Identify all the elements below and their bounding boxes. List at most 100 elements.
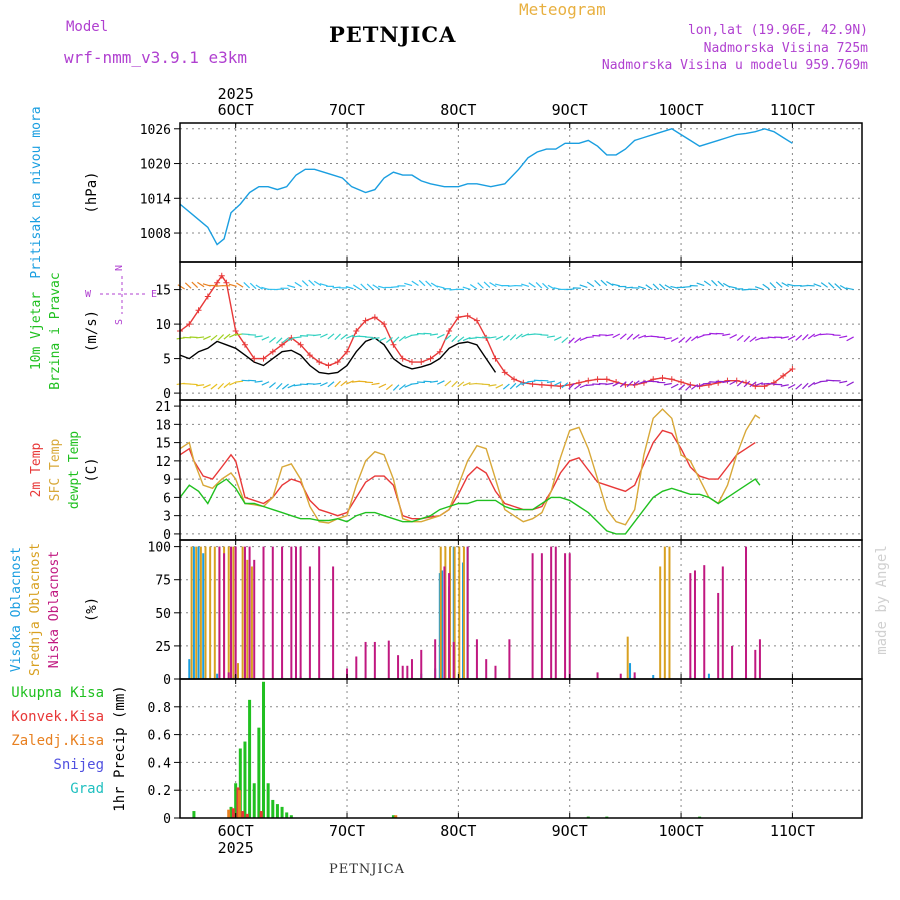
bar-ukupna-kisa xyxy=(257,727,261,818)
wind-arrow xyxy=(612,381,621,387)
wind-arrow xyxy=(429,380,439,383)
wind-arrow xyxy=(235,380,244,383)
wind-arrow xyxy=(327,381,335,388)
bar-niska-oblacnost xyxy=(619,673,622,679)
wind-arrow xyxy=(462,382,471,387)
tick-label-temperature: 15 xyxy=(155,437,171,452)
tick-label-clouds: 0 xyxy=(163,673,171,688)
tick-label-wind: 0 xyxy=(163,387,171,402)
bar-niska-oblacnost xyxy=(218,546,221,679)
wind-arrow xyxy=(568,383,575,390)
wind-arrow xyxy=(762,283,770,290)
wind-arrow xyxy=(236,282,244,288)
bar-niska-oblacnost xyxy=(253,559,256,679)
gust-marker xyxy=(418,359,425,366)
wind-arrow xyxy=(475,336,484,339)
bar-niska-oblacnost xyxy=(466,546,469,679)
gust-marker xyxy=(668,376,675,383)
wind-arrow xyxy=(203,335,211,340)
bar-ukupna-kisa xyxy=(266,783,270,818)
bar-niska-oblacnost xyxy=(633,672,636,679)
tick-label-precip: 0.6 xyxy=(148,729,171,744)
gust-marker xyxy=(548,382,555,389)
wind-arrow xyxy=(281,383,289,390)
gust-marker xyxy=(436,348,443,355)
wind-arrow xyxy=(488,336,497,339)
wind-arrow xyxy=(579,284,588,288)
bar-ukupna-kisa xyxy=(192,811,196,818)
wind-arrow xyxy=(652,283,660,290)
wind-arrow xyxy=(685,336,692,343)
gust-marker xyxy=(214,279,221,286)
gust-marker xyxy=(511,376,518,383)
day-label-bottom: 9OCT xyxy=(552,822,588,840)
wind-arrow xyxy=(255,284,263,290)
wind-arrow xyxy=(223,333,231,340)
wind-arrow xyxy=(685,384,692,391)
wind-arrow xyxy=(196,336,205,339)
gust-marker xyxy=(297,341,304,348)
wind-arrow xyxy=(488,384,497,387)
wind-arrow xyxy=(638,334,647,339)
tick-label-pressure: 1014 xyxy=(140,192,171,207)
bar-ukupna-kisa xyxy=(289,815,293,818)
gust-marker xyxy=(585,377,592,384)
wind-arrow xyxy=(722,333,731,337)
wind-arrow xyxy=(261,336,270,341)
wind-arrow xyxy=(722,380,731,384)
bar-niska-oblacnost xyxy=(508,639,511,679)
wind-arrow xyxy=(585,336,594,339)
bar-niska-oblacnost xyxy=(243,546,246,679)
day-label-top: 9OCT xyxy=(552,101,588,119)
bar-niska-oblacnost xyxy=(554,546,557,679)
bar-ukupna-kisa xyxy=(243,741,247,818)
wind-arrow xyxy=(468,337,477,340)
year-label-top: 2025 xyxy=(218,85,254,103)
compass-e: E xyxy=(151,289,157,300)
wind-arrow xyxy=(807,381,816,388)
tick-label-clouds: 75 xyxy=(155,574,171,589)
panel-unit-clouds: (%) xyxy=(84,597,100,622)
wind-arrow xyxy=(371,337,380,340)
gust-marker xyxy=(529,381,536,388)
wind-arrow xyxy=(828,282,835,289)
gust-marker xyxy=(223,279,230,286)
wind-arrow xyxy=(728,285,737,289)
bar-visoka-oblacnost xyxy=(202,553,205,679)
wind-arrow xyxy=(217,334,225,341)
compass-w: W xyxy=(85,289,92,300)
wind-arrow xyxy=(717,280,725,287)
bar-ukupna-kisa xyxy=(229,806,233,818)
bar-niska-oblacnost xyxy=(401,665,404,679)
wind-arrow xyxy=(275,337,283,344)
bar-niska-oblacnost xyxy=(248,546,251,679)
gust-marker xyxy=(557,383,564,390)
wind-arrow xyxy=(366,283,374,290)
panel-unit-pressure: (hPa) xyxy=(84,171,100,213)
wind-arrow xyxy=(502,334,510,341)
wind-arrow xyxy=(626,333,634,341)
wind-arrow xyxy=(594,279,601,287)
bar-visoka-oblacnost xyxy=(441,570,444,679)
wind-arrow xyxy=(313,382,322,386)
tick-label-clouds: 50 xyxy=(155,607,171,622)
wind-arrow xyxy=(839,284,848,290)
precip-unit: 1hr Precip (mm) xyxy=(112,685,128,811)
wind-arrow xyxy=(749,381,757,388)
day-label-bottom: 8OCT xyxy=(440,822,476,840)
wind-arrow xyxy=(320,333,328,338)
wind-arrow xyxy=(425,280,432,287)
bar-niska-oblacnost xyxy=(550,546,553,679)
wind-arrow xyxy=(319,283,328,287)
bar-niska-oblacnost xyxy=(346,668,349,679)
gust-marker xyxy=(381,321,388,328)
wind-arrow xyxy=(436,380,445,385)
bar-niska-oblacnost xyxy=(234,546,237,679)
wind-arrow xyxy=(301,280,309,287)
wind-arrow xyxy=(542,282,549,290)
panel-title-clouds: Srednja Oblacnost xyxy=(28,543,43,676)
model-name: wrf-nmm_v3.9.1 e3km xyxy=(64,48,248,67)
wind-arrow xyxy=(845,287,854,291)
bar-niska-oblacnost xyxy=(452,641,455,679)
tick-label-precip: 0 xyxy=(163,812,171,827)
